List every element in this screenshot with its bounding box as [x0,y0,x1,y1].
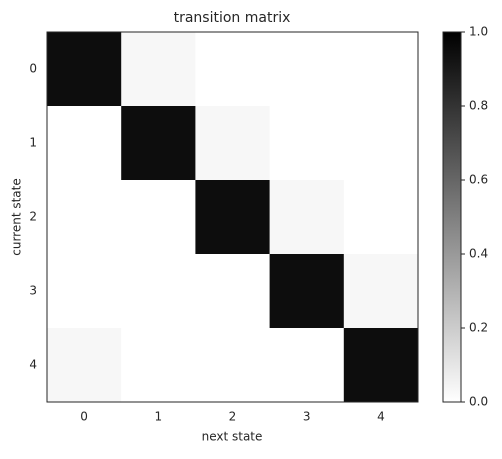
colorbar-tick-label: 0.6 [469,173,488,187]
x-tick-label: 2 [229,410,237,424]
heatmap-cell [269,106,345,181]
colorbar-tick-label: 1.0 [469,25,488,39]
heatmap-cell [121,180,196,255]
colorbar-tick-label: 0.4 [469,247,488,261]
colorbar-tick-label: 0.0 [469,395,488,409]
heatmap-cell [195,328,271,403]
x-tick-label: 0 [80,410,88,424]
plot-frame [46,31,419,403]
x-tick-label: 1 [154,410,162,424]
x-axis-label: next state [202,430,263,444]
heatmap-cell [269,328,345,403]
y-axis-label: current state [10,178,24,256]
heatmap-cell [195,254,271,329]
colorbar [442,31,462,403]
heatmap-cell [47,328,122,403]
heatmap-cell [343,32,419,107]
y-tick-label: 3 [29,284,37,298]
y-tick-label: 1 [29,136,37,150]
y-tick-label: 4 [29,358,37,372]
heatmap-cell [269,32,345,107]
heatmap-cell [343,180,419,255]
x-tick-label: 4 [377,410,385,424]
heatmap-cell [195,32,271,107]
colorbar-tick-label: 0.2 [469,321,488,335]
y-tick-label: 2 [29,210,37,224]
heatmap-cell [343,328,419,403]
heatmap-cell [47,180,122,255]
heatmap-cell [343,254,419,329]
heatmap-cell [343,106,419,181]
colorbar-tick-label: 0.8 [469,99,488,113]
heatmap-cell [47,32,122,107]
heatmap-cell [47,254,122,329]
x-tick-label: 3 [303,410,311,424]
heatmap-cell [269,180,345,255]
heatmap-cell [121,328,196,403]
heatmap-cell [121,32,196,107]
y-tick-label: 0 [29,62,37,76]
heatmap-cell [195,180,271,255]
heatmap-cell [121,106,196,181]
chart-title: transition matrix [174,10,291,26]
heatmap-cell [121,254,196,329]
heatmap-cell [195,106,271,181]
heatmap-cell [269,254,345,329]
heatmap-cell [47,106,122,181]
